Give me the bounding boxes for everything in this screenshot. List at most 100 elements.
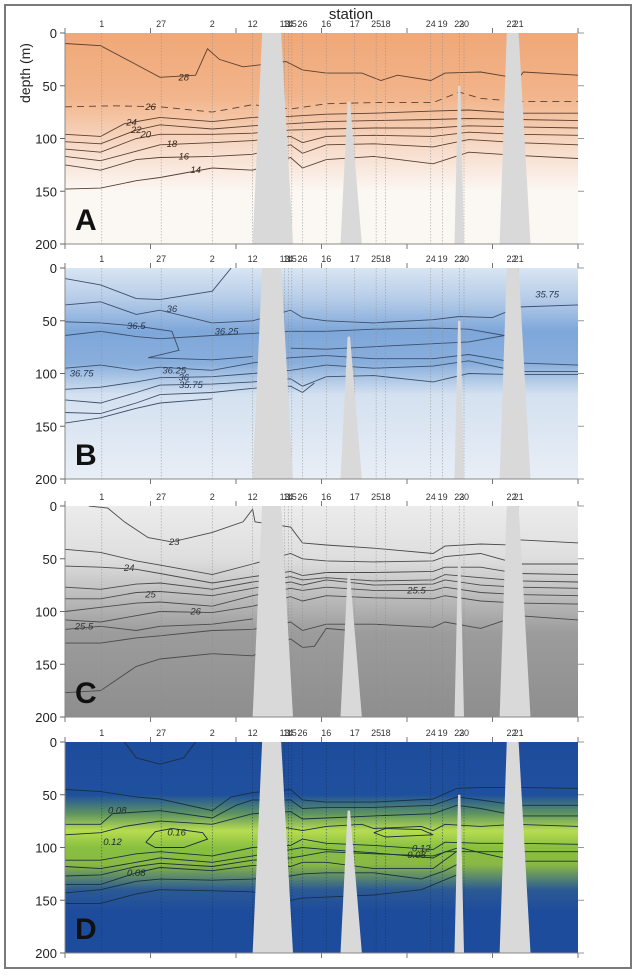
station-label: 21 <box>514 728 524 738</box>
station-label: 14 <box>283 19 293 29</box>
station-label: 19 <box>438 254 448 264</box>
contour-line-35_75 <box>65 373 578 404</box>
station-label: 13 <box>280 19 290 29</box>
contour-line-0_16 <box>145 828 209 848</box>
station-label: 19 <box>438 728 448 738</box>
contour-line-22 <box>65 118 578 145</box>
contour-line <box>124 742 196 765</box>
station-label: 12 <box>248 254 258 264</box>
contour-line-24 <box>65 109 578 137</box>
station-label: 19 <box>438 492 448 502</box>
contour-label: 0.08 <box>127 868 146 879</box>
y-tick-label: 50 <box>43 552 57 567</box>
contour-label: 25.5 <box>74 621 94 632</box>
y-tick-label: 150 <box>35 893 57 908</box>
station-label: 25 <box>371 254 381 264</box>
contour-line-26 <box>65 91 578 113</box>
contour-line-24 <box>65 548 578 576</box>
station-label: 2 <box>210 728 215 738</box>
contour-label: 25 <box>144 590 156 601</box>
contour-line-0_12 <box>65 804 578 836</box>
contour-line-16 <box>65 139 578 171</box>
station-label: 17 <box>350 728 360 738</box>
station-label: 12 <box>248 492 258 502</box>
y-tick-label: 200 <box>35 237 57 252</box>
station-label: 26 <box>297 19 307 29</box>
y-tick-label: 0 <box>50 261 57 276</box>
station-label: 23 <box>454 19 464 29</box>
panel-label: B <box>75 439 97 472</box>
contour-line <box>65 398 213 424</box>
station-label: 14 <box>283 492 293 502</box>
station-label: 16 <box>321 728 331 738</box>
station-label: 20 <box>459 19 469 29</box>
panel-b: 35.753636.2536.536.253635.7536.750501001… <box>35 254 584 487</box>
contour-label: 23 <box>168 537 180 548</box>
station-label: 20 <box>459 254 469 264</box>
contour-label: 0.12 <box>412 844 431 855</box>
station-label: 24 <box>426 19 436 29</box>
data-gap-wedge <box>340 810 362 953</box>
station-label: 2 <box>210 254 215 264</box>
contour-label: 0.08 <box>108 806 127 817</box>
plot-area: 0.080.120.160.120.080.08 <box>65 742 578 953</box>
contour-line-26 <box>65 595 578 623</box>
y-tick-label: 100 <box>35 132 57 147</box>
station-label: 19 <box>438 19 448 29</box>
station-label: 1 <box>99 728 104 738</box>
data-gap-wedge <box>340 574 362 717</box>
station-label: 13 <box>280 492 290 502</box>
data-gap-wedge <box>454 558 464 717</box>
contour-line-36_5 <box>65 321 253 361</box>
y-tick-label: 150 <box>35 657 57 672</box>
station-label: 26 <box>297 492 307 502</box>
station-label: 22 <box>506 728 516 738</box>
panel-label: D <box>75 913 97 946</box>
station-label: 20 <box>459 492 469 502</box>
contour-label: 36.25 <box>162 365 186 376</box>
station-label: 22 <box>506 254 516 264</box>
station-label: 25 <box>371 492 381 502</box>
data-gap-wedge <box>252 33 293 244</box>
field-temperature <box>65 33 578 244</box>
contour-line-0_08 <box>65 847 578 877</box>
contour-label: 35.75 <box>535 289 559 300</box>
station-label: 21 <box>514 254 524 264</box>
contour-label: 36.25 <box>215 326 239 337</box>
station-label: 17 <box>350 254 360 264</box>
contour-label: 28 <box>177 72 189 83</box>
station-label: 13 <box>280 728 290 738</box>
data-gap-wedge <box>454 794 464 953</box>
y-tick-label: 100 <box>35 841 57 856</box>
station-label: 18 <box>381 492 391 502</box>
station-label: 12 <box>248 728 258 738</box>
station-label: 18 <box>381 728 391 738</box>
contour-line <box>65 786 578 812</box>
station-label: 26 <box>297 254 307 264</box>
data-gap-wedge <box>340 101 362 244</box>
contour-line-20 <box>65 125 578 153</box>
station-label: 14 <box>283 728 293 738</box>
station-label: 17 <box>350 19 360 29</box>
contour-line-18 <box>65 131 578 162</box>
contour-line-36_25 <box>65 327 505 350</box>
station-label: 27 <box>156 254 166 264</box>
y-tick-label: 150 <box>35 419 57 434</box>
contour-label: 26 <box>144 102 156 113</box>
y-tick-label: 50 <box>43 79 57 94</box>
data-gap-wedge <box>454 85 464 244</box>
y-tick-label: 200 <box>35 710 57 725</box>
data-gap-wedge <box>252 268 293 479</box>
station-label: 16 <box>321 254 331 264</box>
station-label: 23 <box>454 728 464 738</box>
data-gap-wedge <box>499 33 531 244</box>
data-gap-wedge <box>499 268 531 479</box>
station-label: 15 <box>287 492 297 502</box>
station-label: 23 <box>454 492 464 502</box>
contour-label: 24 <box>125 118 137 129</box>
figure-frame: station 28 26 24 22 20 18 16 14 0 50 100 150 200 1 27 2… <box>4 4 632 969</box>
y-tick-label: 50 <box>43 314 57 329</box>
